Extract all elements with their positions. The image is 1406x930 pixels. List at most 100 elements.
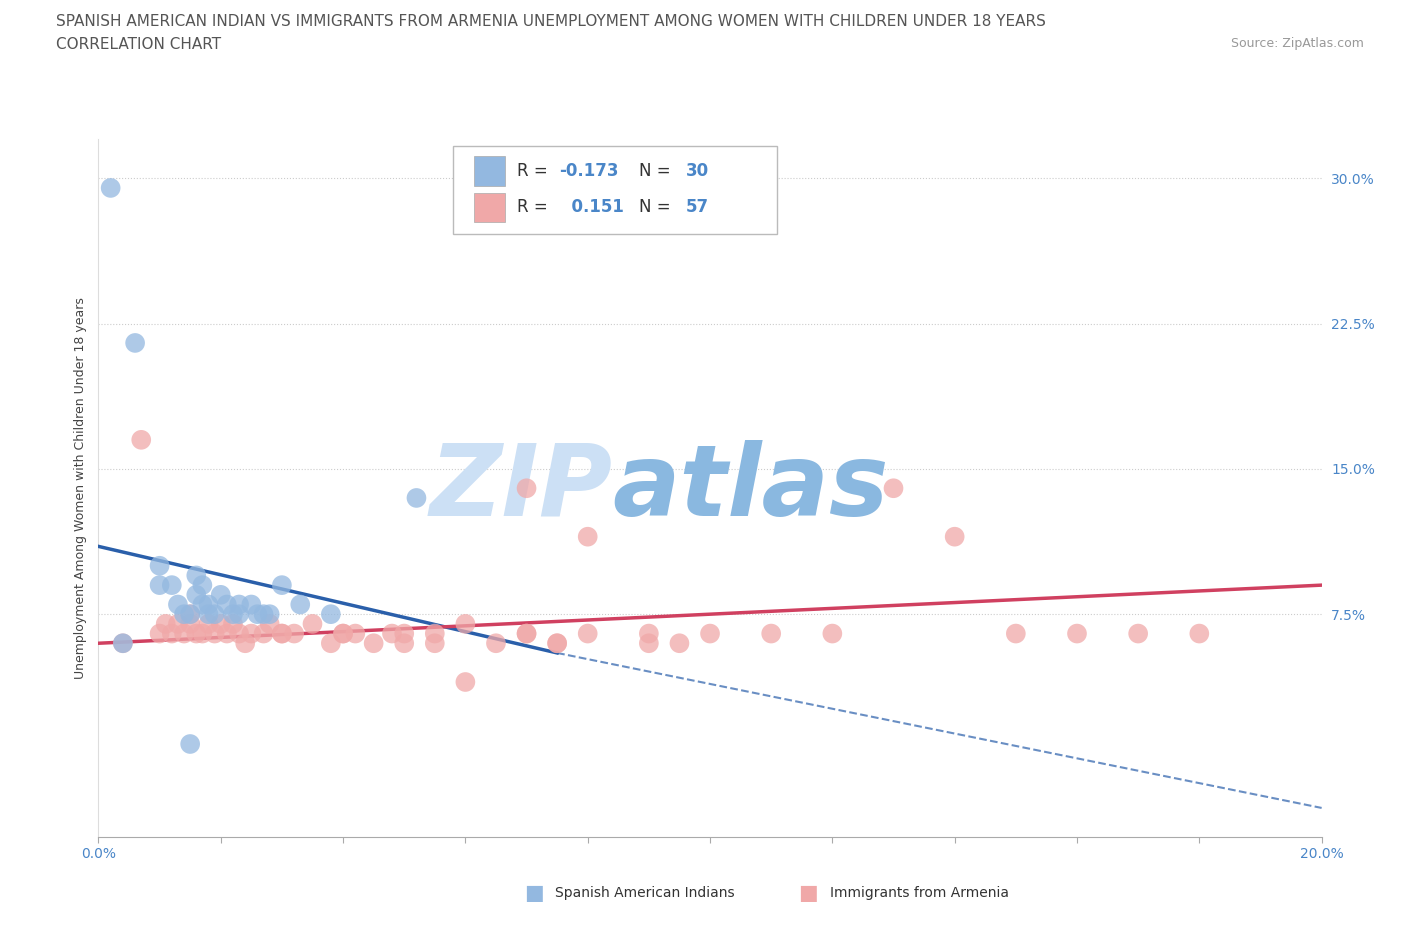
Point [111,636,134,651]
Text: Immigrants from Armenia: Immigrants from Armenia [830,885,1008,900]
Point [222,606,245,621]
Text: 57: 57 [686,198,709,216]
Point [1004,626,1026,641]
Point [259,606,281,621]
Point [637,636,661,651]
Text: -0.173: -0.173 [560,162,619,179]
Bar [474,193,505,222]
Text: 0.151: 0.151 [560,198,623,216]
Point [167,617,190,631]
Point [576,529,599,544]
Point [179,617,201,631]
Point [283,626,305,641]
Point [699,626,721,641]
Point [259,617,281,631]
Point [209,588,232,603]
Text: atlas: atlas [612,440,889,537]
Point [252,606,274,621]
Text: ZIP: ZIP [429,440,612,537]
Point [173,626,195,641]
Point [576,626,599,641]
Point [228,626,250,641]
Point [191,578,214,592]
Point [405,490,427,505]
Point [485,636,508,651]
Text: CORRELATION CHART: CORRELATION CHART [56,37,221,52]
Text: ■: ■ [524,883,544,903]
Text: SPANISH AMERICAN INDIAN VS IMMIGRANTS FROM ARMENIA UNEMPLOYMENT AMONG WOMEN WITH: SPANISH AMERICAN INDIAN VS IMMIGRANTS FR… [56,14,1046,29]
Point [516,626,538,641]
Point [186,626,208,641]
Point [215,626,238,641]
Point [204,606,226,621]
Point [546,636,568,651]
Point [319,636,342,651]
Text: Source: ZipAtlas.com: Source: ZipAtlas.com [1230,37,1364,50]
Point [381,626,404,641]
Point [1128,626,1150,641]
Point [246,606,269,621]
Point [160,626,183,641]
Point [270,626,292,641]
Point [222,617,245,631]
Point [319,606,342,621]
Point [392,626,416,641]
Point [637,626,661,641]
Text: R =: R = [517,198,553,216]
Point [149,578,172,592]
Point [155,617,177,631]
Point [332,626,354,641]
Point [111,636,134,651]
Text: ■: ■ [799,883,818,903]
Point [270,578,292,592]
Text: 30: 30 [686,162,709,179]
Point [423,626,446,641]
Point [423,636,446,651]
Text: N =: N = [640,198,676,216]
Point [191,597,214,612]
Text: N =: N = [640,162,676,179]
Point [546,636,568,651]
Point [516,626,538,641]
Point [392,636,416,651]
Point [197,597,219,612]
Point [209,617,232,631]
Point [191,626,214,641]
Point [270,626,292,641]
Point [197,606,219,621]
Point [240,626,263,641]
Point [301,617,323,631]
Point [100,180,122,195]
Point [252,626,274,641]
Point [179,737,201,751]
Text: R =: R = [517,162,553,179]
Point [149,558,172,573]
Point [197,617,219,631]
Point [149,626,172,641]
Point [179,606,201,621]
Point [668,636,690,651]
Point [228,597,250,612]
Point [186,588,208,603]
Point [228,606,250,621]
Text: Spanish American Indians: Spanish American Indians [555,885,735,900]
Point [204,626,226,641]
Point [1188,626,1211,641]
Point [186,568,208,583]
Point [215,597,238,612]
Point [240,597,263,612]
FancyBboxPatch shape [453,147,778,233]
Point [233,636,256,651]
Point [167,597,190,612]
Point [344,626,367,641]
Point [124,336,146,351]
Point [179,606,201,621]
Point [332,626,354,641]
Point [821,626,844,641]
Point [883,481,905,496]
Point [516,481,538,496]
Point [1066,626,1088,641]
Point [363,636,385,651]
Point [160,578,183,592]
Point [129,432,152,447]
